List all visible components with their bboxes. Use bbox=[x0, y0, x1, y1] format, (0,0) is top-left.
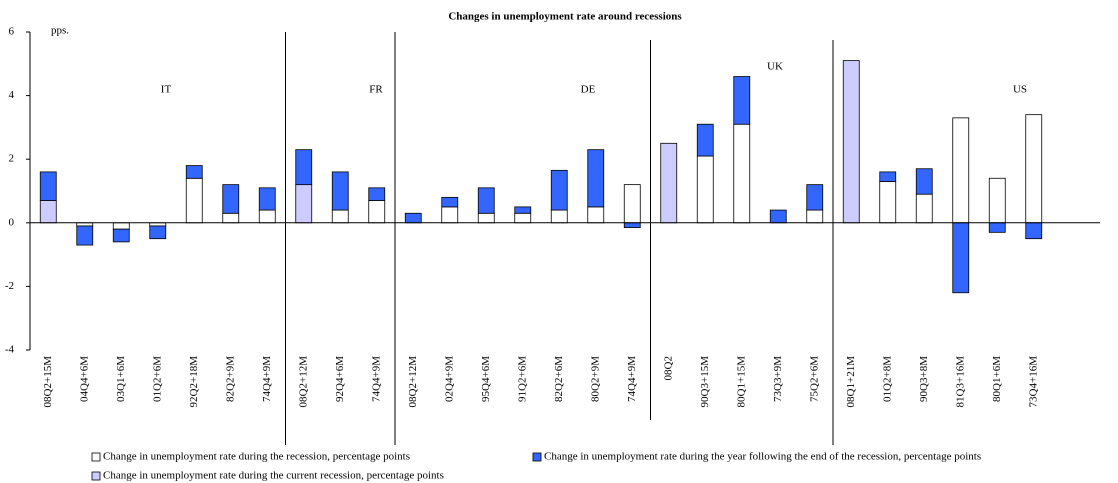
x-tick-label: 02Q4+9M bbox=[443, 356, 455, 402]
group-label: UK bbox=[767, 61, 783, 73]
x-tick-label: 90Q3+15M bbox=[699, 356, 711, 408]
x-tick-label: 73Q3+9M bbox=[772, 356, 784, 402]
bar bbox=[1025, 114, 1043, 224]
x-tick-label: 95Q4+6M bbox=[480, 356, 492, 402]
bar bbox=[514, 212, 532, 224]
group-label: DE bbox=[581, 84, 596, 96]
bar bbox=[660, 142, 678, 224]
y-tick-label: 2 bbox=[9, 153, 15, 165]
x-tick-label: 81Q3+16M bbox=[954, 356, 966, 408]
group-label: FR bbox=[369, 84, 383, 96]
x-tick-label: 04Q4+6M bbox=[78, 356, 90, 402]
bar bbox=[587, 206, 605, 224]
y-unit: pps. bbox=[51, 25, 69, 37]
x-tick-label: 80Q2+9M bbox=[589, 356, 601, 402]
legend-label: Change in unemployment rate during the c… bbox=[103, 470, 444, 482]
bar bbox=[1025, 222, 1043, 240]
chart-title: Changes in unemployment rate around rece… bbox=[448, 11, 682, 23]
bar bbox=[623, 184, 641, 224]
bar bbox=[477, 187, 495, 214]
x-tick-label: 73Q4+16M bbox=[1027, 356, 1039, 408]
bar bbox=[696, 155, 714, 224]
bar bbox=[149, 225, 167, 240]
bar bbox=[587, 149, 605, 208]
bar bbox=[185, 165, 203, 179]
x-tick-label: 01Q2+8M bbox=[881, 356, 893, 402]
bar bbox=[550, 169, 568, 211]
bar bbox=[441, 206, 459, 224]
bar bbox=[39, 200, 57, 224]
bar bbox=[879, 171, 897, 182]
y-tick-label: 0 bbox=[9, 216, 15, 228]
x-tick-label: 08Q2 bbox=[662, 356, 674, 380]
x-tick-label: 74Q4+9M bbox=[626, 356, 638, 402]
bar bbox=[988, 222, 1006, 233]
bar bbox=[222, 212, 240, 224]
bar bbox=[258, 209, 276, 224]
y-tick-label: 6 bbox=[9, 26, 15, 38]
bar bbox=[769, 209, 787, 224]
y-tick-label: -2 bbox=[5, 280, 14, 292]
bar bbox=[806, 209, 824, 224]
x-tick-label: 08Q2+12M bbox=[297, 356, 309, 408]
group-label: US bbox=[1013, 84, 1027, 96]
x-tick-label: 92Q4+6M bbox=[334, 356, 346, 402]
bar bbox=[733, 76, 751, 125]
x-tick-label: 80Q1+15M bbox=[735, 356, 747, 408]
x-tick-label: 01Q2+6M bbox=[151, 356, 163, 402]
bar bbox=[39, 171, 57, 201]
bar bbox=[879, 181, 897, 224]
group-label: IT bbox=[161, 84, 172, 96]
y-tick-label: 4 bbox=[9, 89, 15, 101]
y-tick-label: -4 bbox=[5, 344, 15, 356]
bar bbox=[441, 196, 459, 208]
bar bbox=[404, 212, 422, 224]
x-tick-label: 08Q1+21M bbox=[845, 356, 857, 408]
bar bbox=[295, 149, 313, 186]
bar bbox=[112, 228, 130, 243]
bar bbox=[258, 187, 276, 211]
bar bbox=[514, 206, 532, 214]
x-tick-label: 82Q2+9M bbox=[224, 356, 236, 402]
legend-swatch bbox=[532, 452, 542, 462]
bar bbox=[295, 184, 313, 224]
bar bbox=[915, 193, 933, 224]
x-tick-label: 08Q2+15M bbox=[42, 356, 54, 408]
bar bbox=[368, 187, 386, 201]
bar bbox=[477, 212, 495, 224]
x-tick-label: 75Q2+6M bbox=[808, 356, 820, 402]
legend-label: Change in unemployment rate during the y… bbox=[544, 451, 981, 463]
x-tick-label: 80Q1+6M bbox=[991, 356, 1003, 402]
bar bbox=[952, 117, 970, 224]
x-tick-label: 91Q2+6M bbox=[516, 356, 528, 402]
x-tick-label: 74Q4+9M bbox=[370, 356, 382, 402]
bar bbox=[331, 171, 349, 211]
x-tick-label: 74Q4+9M bbox=[261, 356, 273, 402]
bar bbox=[76, 225, 94, 246]
bar bbox=[185, 177, 203, 224]
bar bbox=[915, 168, 933, 195]
bar bbox=[952, 222, 970, 294]
bar bbox=[331, 209, 349, 224]
bar bbox=[368, 200, 386, 224]
bar bbox=[842, 60, 860, 224]
x-tick-label: 03Q1+6M bbox=[115, 356, 127, 402]
legend-label: Change in unemployment rate during the r… bbox=[103, 451, 410, 463]
bar bbox=[222, 184, 240, 214]
x-tick-label: 82Q2+6M bbox=[553, 356, 565, 402]
bar bbox=[696, 123, 714, 157]
x-tick-label: 08Q2+12M bbox=[407, 356, 419, 408]
x-tick-label: 92Q2+18M bbox=[188, 356, 200, 408]
bar bbox=[733, 123, 751, 224]
bar bbox=[550, 209, 568, 224]
bar bbox=[112, 222, 130, 230]
bar bbox=[988, 177, 1006, 224]
legend-swatch bbox=[91, 452, 101, 462]
legend-swatch bbox=[91, 471, 101, 481]
bar bbox=[623, 222, 641, 228]
x-tick-label: 90Q3+8M bbox=[918, 356, 930, 402]
bar bbox=[806, 184, 824, 211]
